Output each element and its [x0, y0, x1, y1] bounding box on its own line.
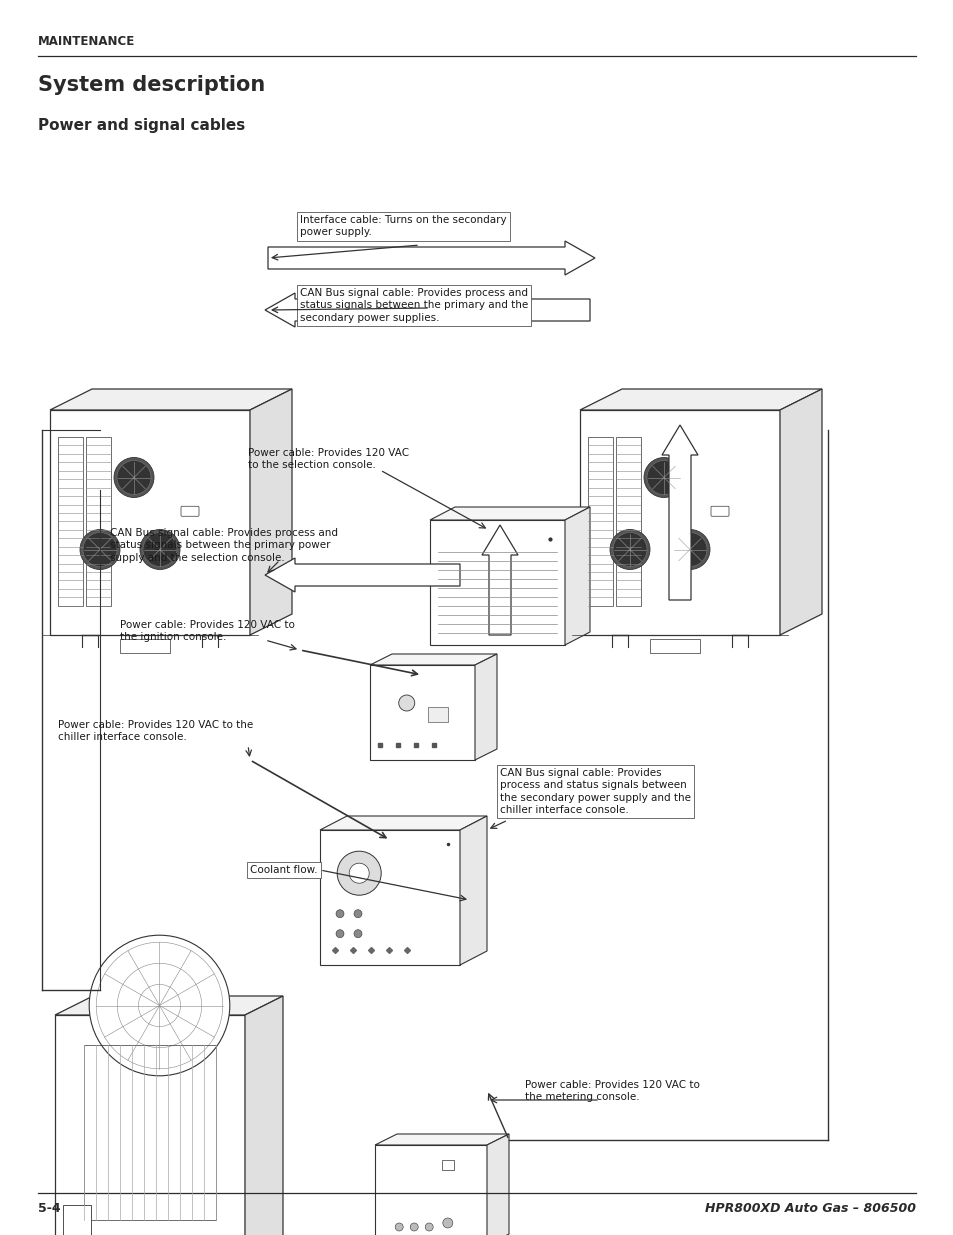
Circle shape [349, 863, 369, 883]
Bar [427, 706, 447, 722]
Polygon shape [245, 995, 283, 1235]
Text: System description: System description [38, 75, 265, 95]
Polygon shape [375, 1145, 486, 1235]
Polygon shape [375, 1134, 509, 1145]
Circle shape [80, 530, 120, 569]
Circle shape [83, 532, 117, 567]
Polygon shape [481, 525, 517, 635]
Polygon shape [50, 410, 250, 635]
Circle shape [354, 910, 361, 918]
Text: CAN Bus signal cable: Provides process and
status signals between the primary po: CAN Bus signal cable: Provides process a… [110, 529, 337, 563]
Text: Power cable: Provides 120 VAC to the
chiller interface console.: Power cable: Provides 120 VAC to the chi… [58, 720, 253, 742]
Polygon shape [579, 389, 821, 410]
Circle shape [410, 1223, 417, 1231]
Text: Power cable: Provides 120 VAC
to the selection console.: Power cable: Provides 120 VAC to the sel… [248, 448, 409, 471]
Text: 5-4: 5-4 [38, 1202, 61, 1215]
Bar [58, 437, 83, 605]
Bar [86, 437, 111, 605]
Polygon shape [661, 425, 698, 600]
Polygon shape [486, 1134, 509, 1235]
Bar [84, 1045, 216, 1220]
Polygon shape [55, 995, 283, 1015]
Polygon shape [430, 520, 564, 645]
Circle shape [117, 461, 151, 494]
Circle shape [425, 1223, 433, 1231]
Polygon shape [250, 389, 292, 635]
Circle shape [643, 457, 683, 498]
Polygon shape [50, 389, 292, 410]
Polygon shape [579, 410, 780, 635]
Bar [63, 1205, 91, 1235]
Polygon shape [319, 830, 459, 965]
Polygon shape [780, 389, 821, 635]
Circle shape [335, 930, 344, 937]
Bar [616, 437, 640, 605]
Circle shape [113, 457, 153, 498]
Circle shape [90, 935, 230, 1076]
Text: Power cable: Provides 120 VAC to
the ignition console.: Power cable: Provides 120 VAC to the ign… [120, 620, 294, 642]
Text: MAINTENANCE: MAINTENANCE [38, 35, 135, 48]
Polygon shape [370, 664, 475, 760]
Polygon shape [265, 558, 459, 592]
Circle shape [143, 532, 177, 567]
Bar [120, 638, 170, 653]
Polygon shape [459, 816, 486, 965]
Circle shape [669, 530, 709, 569]
Polygon shape [265, 293, 589, 327]
Polygon shape [430, 508, 589, 520]
Circle shape [609, 530, 649, 569]
Circle shape [646, 461, 680, 494]
Text: HPR800XD Auto Gas – 806500: HPR800XD Auto Gas – 806500 [704, 1202, 915, 1215]
Bar [442, 1160, 454, 1170]
Polygon shape [370, 655, 497, 664]
Text: CAN Bus signal cable: Provides process and
status signals between the primary an: CAN Bus signal cable: Provides process a… [299, 288, 528, 322]
Bar [587, 437, 613, 605]
Polygon shape [55, 1015, 245, 1235]
Circle shape [398, 695, 415, 711]
Text: Coolant flow.: Coolant flow. [250, 864, 317, 876]
Circle shape [354, 930, 361, 937]
Circle shape [395, 1223, 403, 1231]
Circle shape [442, 1218, 453, 1228]
Polygon shape [268, 241, 595, 275]
Polygon shape [475, 655, 497, 760]
Text: Power and signal cables: Power and signal cables [38, 119, 245, 133]
Circle shape [336, 851, 381, 895]
Bar [649, 638, 700, 653]
Polygon shape [564, 508, 589, 645]
Circle shape [672, 532, 706, 567]
Text: CAN Bus signal cable: Provides
process and status signals between
the secondary : CAN Bus signal cable: Provides process a… [499, 768, 690, 815]
Text: Power cable: Provides 120 VAC to
the metering console.: Power cable: Provides 120 VAC to the met… [524, 1079, 700, 1103]
Polygon shape [319, 816, 486, 830]
FancyBboxPatch shape [181, 506, 199, 516]
Circle shape [140, 530, 180, 569]
Circle shape [335, 910, 344, 918]
FancyBboxPatch shape [710, 506, 728, 516]
Text: Interface cable: Turns on the secondary
power supply.: Interface cable: Turns on the secondary … [299, 215, 506, 237]
Circle shape [613, 532, 646, 567]
